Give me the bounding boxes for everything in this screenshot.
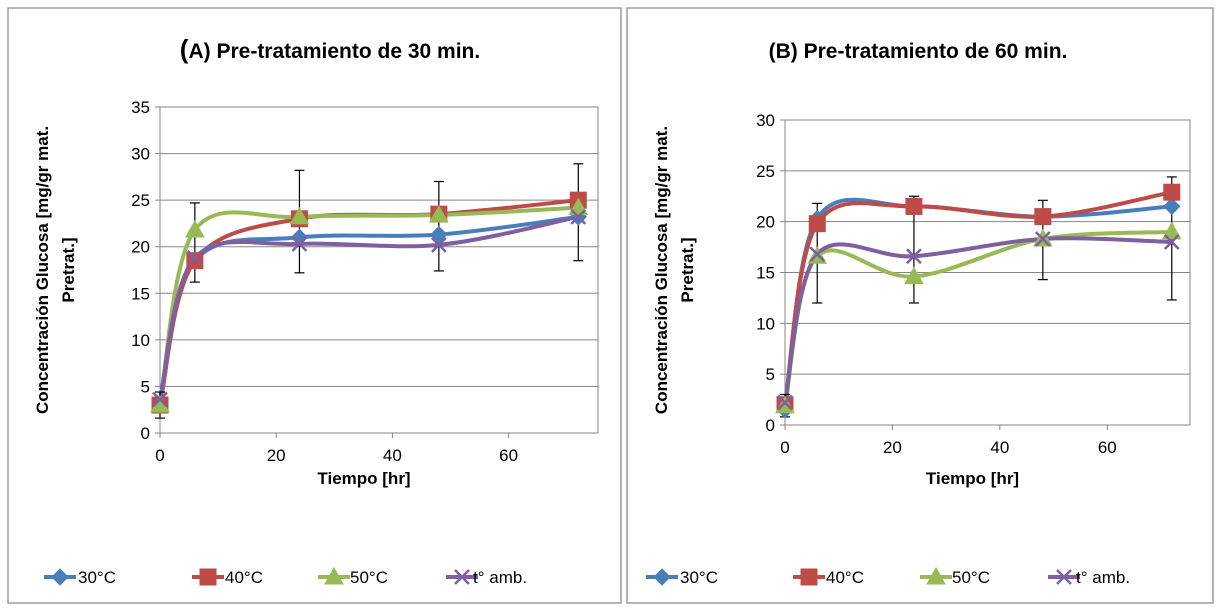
data-point-1 [430,225,448,244]
data-point-3 [289,206,310,225]
x-tick-label: 60 [499,446,518,465]
chart-frame [7,7,622,604]
chart-frame [626,7,1214,604]
y-tick-label: 30 [756,111,775,130]
legend-item: t° amb. [1048,568,1130,587]
y-axis-label: Pretrat.] [678,237,697,302]
data-point-2 [808,215,826,233]
chart-title: (B) Pre-tratamiento de 60 min. [769,40,1068,63]
legend-marker [324,566,344,585]
legend-item: 50°C [920,566,990,587]
chart-panel-a: 0 5 10 15 20 25 30 35 0 20 40 60 (A) Pre-tratamiento… [7,7,622,604]
y-tick-label: 35 [131,98,150,117]
data-point-3 [429,205,449,223]
legend-label: 30°C [680,568,718,587]
data-point-2 [186,252,204,270]
legend-marker [926,566,946,585]
data-point-4 [777,394,793,411]
data-point-4 [1034,231,1051,247]
y-axis-label: Pretrat.] [59,237,78,302]
legend-marker [454,569,470,585]
data-point-2 [905,197,923,215]
y-tick-label: 25 [131,191,150,210]
data-point-3 [1161,221,1182,240]
data-point-4 [809,246,826,263]
legend-item: 30°C [646,568,718,587]
data-point-4 [186,250,203,266]
data-point-4 [291,236,308,252]
legend-label: 40°C [826,568,864,587]
data-point-4 [906,248,922,265]
chart-title: (A) Pre-tratamiento de 30 min. [180,34,480,64]
x-axis-label: Tiempo [hr] [926,469,1019,488]
data-point-4 [570,209,587,225]
x-tick-label: 60 [1098,438,1117,457]
legend-marker [199,568,217,586]
x-tick-label: 20 [267,446,286,465]
y-tick-label: 5 [766,365,775,384]
legend-label: 50°C [350,568,388,587]
plot-border [159,106,599,434]
x-tick-label: 40 [990,438,1009,457]
y-tick-label: 30 [131,145,150,164]
data-point-2 [1034,208,1052,226]
y-tick-label: 20 [131,238,150,257]
y-tick-label: 10 [131,331,150,350]
data-point-4 [152,391,168,408]
legend-item: 50°C [318,566,388,587]
legend-marker [653,568,671,586]
legend-label: t° amb. [1076,568,1130,587]
x-tick-label: 0 [155,446,164,465]
legend-label: 40°C [225,568,263,587]
legend-item: 30°C [44,568,116,587]
x-tick-label: 20 [883,438,902,457]
legend-marker [1056,569,1072,585]
y-tick-label: 20 [756,213,775,232]
x-axis-label: Tiempo [hr] [317,469,410,488]
legend-item: 40°C [793,568,864,587]
data-point-3 [185,219,205,238]
legend-item: t° amb. [446,568,527,587]
chart-panel-b: 0 5 10 15 20 25 30 0 20 40 60 (B) Pre-tratamiento d… [626,7,1214,604]
y-axis-label: Concentración Glucosa [mg/gr mat. [33,126,52,414]
y-tick-label: 5 [141,377,150,396]
y-tick-label: 15 [131,284,150,303]
y-tick-label: 15 [756,264,775,283]
y-tick-label: 10 [756,314,775,333]
data-point-2 [1163,183,1181,201]
legend-item: 40°C [192,568,263,587]
data-point-4 [1163,234,1180,250]
y-tick-label: 0 [141,424,150,443]
x-tick-label: 40 [383,446,402,465]
data-point-3 [904,266,924,285]
y-tick-label: 0 [766,416,775,435]
data-point-1 [1163,197,1181,216]
x-tick-label: 0 [780,438,789,457]
legend-marker [51,568,69,586]
legend-label: 50°C [952,568,990,587]
data-point-3 [568,197,589,216]
y-tick-label: 25 [756,162,775,181]
plot-border [784,119,1191,426]
y-axis-label: Concentración Glucosa [mg/gr mat. [652,126,671,414]
legend-label: t° amb. [473,568,527,587]
legend-marker [800,568,818,586]
data-point-4 [430,236,447,253]
legend-label: 30°C [78,568,116,587]
